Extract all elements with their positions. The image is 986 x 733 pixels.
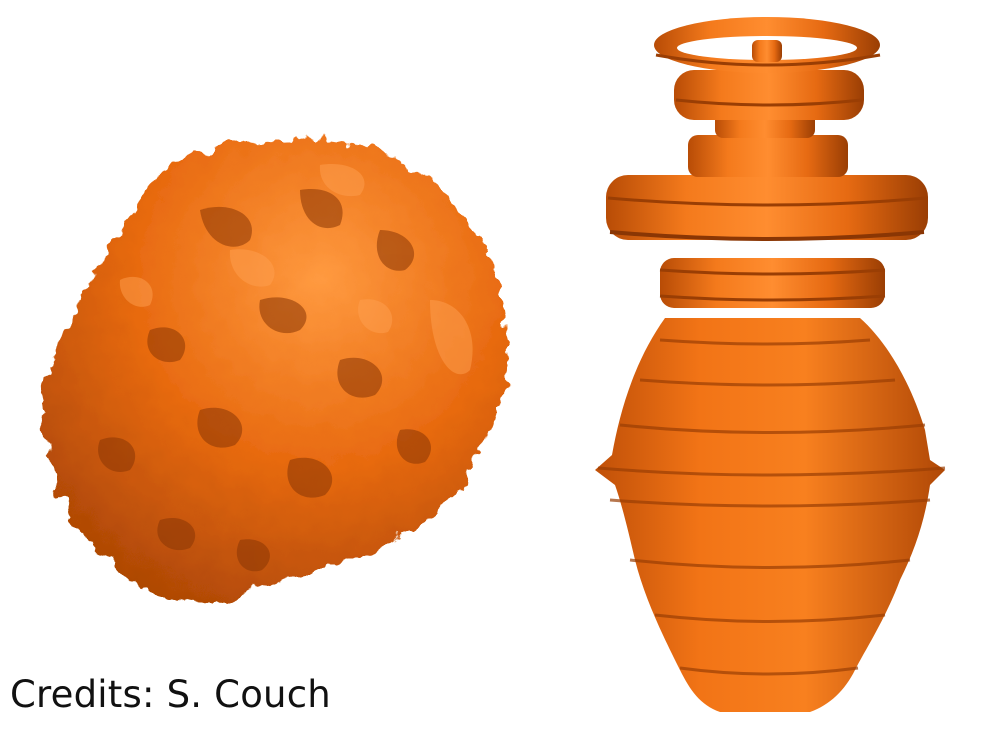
credits-caption: Credits: S. Couch [10, 673, 331, 716]
turbulent-3d-isosurface [42, 139, 507, 605]
axisymmetric-2d-isosurface [595, 17, 946, 712]
